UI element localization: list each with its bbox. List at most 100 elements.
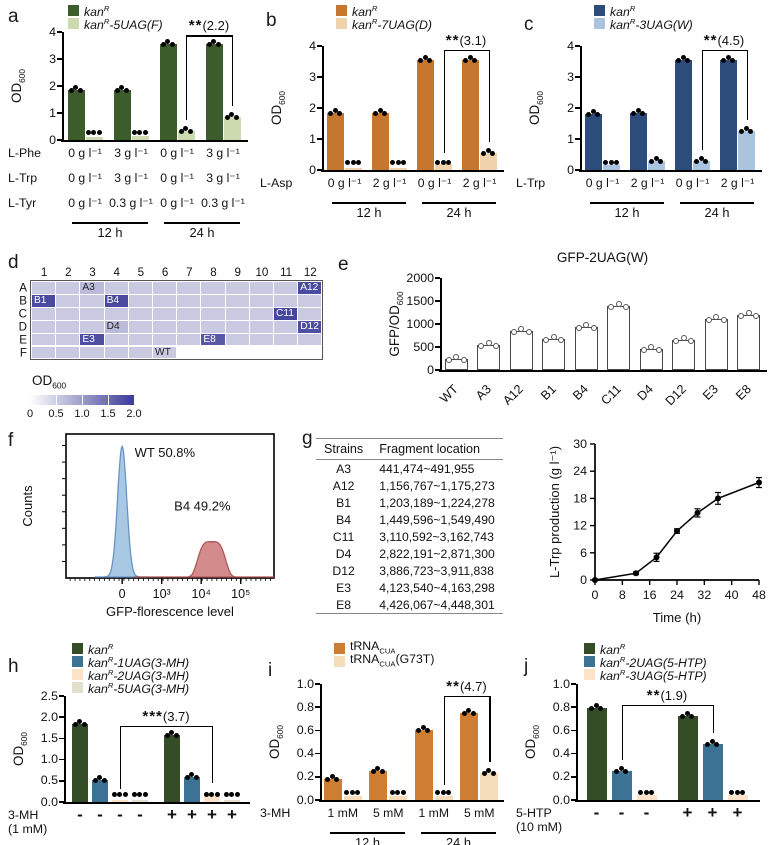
plot-border <box>65 433 275 579</box>
data-point <box>81 721 87 727</box>
y-tick-label: 0 <box>49 132 56 147</box>
data-point <box>583 322 590 329</box>
heatmap-cell <box>225 307 249 320</box>
x-row-label: 3-MH (1 mM) <box>8 808 47 836</box>
colorbar-divider <box>108 395 109 406</box>
sig-bracket-line <box>443 695 446 785</box>
data-point <box>481 771 487 777</box>
category-label: B4 <box>570 382 592 403</box>
data-point <box>97 774 102 780</box>
data-point <box>169 730 174 735</box>
y-tick-label: 0.0 <box>40 794 58 809</box>
colorbar-tick-label: 2.0 <box>126 408 142 421</box>
data-point <box>550 333 557 340</box>
legend: kanR kanR-7UAG(D) <box>336 4 432 31</box>
column-header: Strains <box>316 438 372 460</box>
data-point <box>234 792 240 797</box>
sig-bracket-line <box>120 725 122 789</box>
y-tick-label: 2000 <box>406 270 434 285</box>
bar <box>113 90 131 140</box>
data-point <box>160 42 166 48</box>
peak-label: WT 50.8% <box>135 445 196 460</box>
text: OD600 <box>523 725 541 759</box>
heatmap-cell <box>32 346 56 359</box>
y-tick-label: 18 <box>573 491 587 505</box>
y-tick-label: 3 <box>49 51 56 66</box>
heatmap-cell <box>32 333 56 346</box>
sub: CUA <box>379 646 396 656</box>
data-point <box>640 110 645 116</box>
x-cell: 2 g l⁻¹ <box>372 176 407 190</box>
legend-swatch <box>72 669 83 680</box>
heatmap-labeled-cell: C11 <box>274 307 298 320</box>
table-cell: B1 <box>336 495 352 510</box>
heatmap-labeled-cell: B4 <box>104 294 128 307</box>
panel-h-chart: kanR kanR-1UAG(3-MH) kanR-2UAG(3-MH) kanR-5… <box>6 640 258 845</box>
category-label: D12 <box>662 382 689 409</box>
data-point <box>740 790 745 795</box>
panel-j-chart: kanR kanR-2UAG(5-HTP) kanR-3UAG(5-HTP) 0.0 0… <box>514 640 773 845</box>
data-point <box>203 792 209 797</box>
data-point <box>756 479 762 486</box>
data-point <box>493 342 500 349</box>
x-tick-label: 24 <box>670 588 684 602</box>
bar <box>727 795 748 800</box>
heatmap-cell <box>177 333 201 346</box>
legend-row: kanR-7UAG(D) <box>336 17 432 31</box>
line-chart: 0 8 16 24 32 40 48 0 6 12 18 24 30 Time (h) L-Trp prod… <box>547 437 766 625</box>
x-cell: 0 g l⁻¹ <box>327 176 362 190</box>
sup: R <box>107 667 114 677</box>
text: kanR <box>610 3 636 20</box>
bar <box>434 795 453 800</box>
heatmap-cell <box>80 346 104 359</box>
data-point <box>698 155 704 161</box>
data-point <box>618 766 624 771</box>
legend-swatch <box>584 643 595 654</box>
y-tick-label: 0.0 <box>296 792 314 807</box>
data-point <box>91 130 96 135</box>
y-tick <box>571 729 576 732</box>
text: GFP/OD600 <box>387 291 405 357</box>
bar <box>112 799 128 802</box>
sig-bracket-line <box>443 49 445 153</box>
panel-letter: g <box>302 428 313 449</box>
heatmap-cell <box>32 320 56 333</box>
heatmap-border <box>30 280 324 361</box>
data-point <box>137 792 142 797</box>
data-point <box>485 147 491 153</box>
data-point <box>694 509 701 516</box>
sig-bracket-line <box>489 695 491 763</box>
y-tick-label: 0 <box>567 162 574 177</box>
x-cell: + <box>707 803 718 822</box>
data-point <box>349 790 355 795</box>
y-axis <box>320 684 322 800</box>
table-cell: E3 <box>336 580 352 595</box>
bar <box>542 338 566 370</box>
heatmap-cell <box>201 320 225 333</box>
data-point <box>460 357 467 364</box>
y-tick-label: 2 <box>49 78 56 93</box>
y-tick-label: 2.0 <box>40 709 58 724</box>
sup: R <box>619 654 626 664</box>
heatmap-column-header: 5 <box>137 266 145 279</box>
table-cell: 1,156,767~1,175,273 <box>379 478 495 493</box>
data-point <box>332 107 338 113</box>
heatmap-cell <box>274 320 298 333</box>
y-tick <box>435 277 440 279</box>
x-row-label-line: L-Trp <box>8 171 38 185</box>
panel-i: i tRNACUA tRNACUA(G73T) 0.0 0.2 0.4 0.6 0.8 1.0… <box>258 640 514 845</box>
heatmap-cell <box>128 320 152 333</box>
y-tick <box>435 369 440 371</box>
heatmap-column-header: 9 <box>234 266 241 279</box>
legend-swatch <box>68 18 79 29</box>
legend: kanR kanR-5UAG(F) <box>68 4 163 31</box>
sup: R <box>619 641 626 651</box>
data-point <box>623 303 630 310</box>
y-tick <box>315 776 320 778</box>
table-cell: 1,449,596~1,549,490 <box>379 512 495 527</box>
x-cell: + <box>732 803 743 822</box>
data-point <box>377 107 383 113</box>
data-point <box>684 711 690 717</box>
data-point <box>382 110 387 116</box>
x-axis <box>63 802 250 804</box>
